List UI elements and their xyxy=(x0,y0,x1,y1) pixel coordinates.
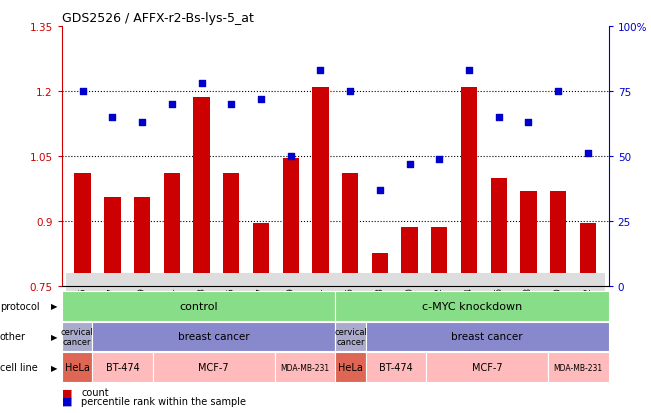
Text: MDA-MB-231: MDA-MB-231 xyxy=(554,363,603,372)
Text: GSM136092: GSM136092 xyxy=(583,286,592,337)
Bar xyxy=(372,254,388,413)
Point xyxy=(493,114,504,121)
Text: cervical
cancer: cervical cancer xyxy=(334,327,367,346)
Text: HeLa: HeLa xyxy=(338,362,363,372)
Text: GSM136080: GSM136080 xyxy=(405,286,414,337)
Bar xyxy=(579,223,596,413)
Text: GSM136084: GSM136084 xyxy=(465,286,473,337)
Text: GSM136089: GSM136089 xyxy=(286,286,295,337)
Point xyxy=(464,68,474,74)
Bar xyxy=(74,174,91,413)
Bar xyxy=(223,174,240,413)
Point xyxy=(434,156,445,162)
Text: GSM136090: GSM136090 xyxy=(553,286,562,337)
Point xyxy=(404,161,415,168)
Text: MDA-MB-231: MDA-MB-231 xyxy=(281,363,329,372)
Text: GSM136097: GSM136097 xyxy=(108,286,117,337)
Text: GSM136087: GSM136087 xyxy=(256,286,266,337)
Text: GSM136081: GSM136081 xyxy=(167,286,176,337)
Text: count: count xyxy=(81,387,109,397)
Point xyxy=(345,88,355,95)
Point xyxy=(77,88,88,95)
Bar xyxy=(134,197,150,413)
Text: cervical
cancer: cervical cancer xyxy=(61,327,94,346)
Text: ▶: ▶ xyxy=(51,332,57,341)
Text: c-MYC knockdown: c-MYC knockdown xyxy=(422,301,522,311)
Point xyxy=(226,101,236,108)
Point xyxy=(137,119,147,126)
Point xyxy=(286,153,296,160)
Text: GSM136083: GSM136083 xyxy=(197,286,206,337)
Text: GSM136082: GSM136082 xyxy=(435,286,444,337)
Bar xyxy=(163,174,180,413)
Bar xyxy=(283,159,299,413)
Point xyxy=(583,151,593,157)
Bar xyxy=(312,88,329,413)
Text: MCF-7: MCF-7 xyxy=(199,362,229,372)
Point xyxy=(197,81,207,87)
Point xyxy=(256,96,266,103)
Bar xyxy=(461,88,477,413)
Bar xyxy=(342,174,358,413)
Bar xyxy=(253,223,269,413)
Bar xyxy=(431,228,447,413)
Text: GSM136088: GSM136088 xyxy=(524,286,533,337)
Text: GSM136096: GSM136096 xyxy=(346,286,355,337)
Text: ■: ■ xyxy=(62,396,72,406)
Text: percentile rank within the sample: percentile rank within the sample xyxy=(81,396,246,406)
Text: breast cancer: breast cancer xyxy=(178,332,249,342)
Text: ▶: ▶ xyxy=(51,301,57,311)
Bar xyxy=(491,178,507,413)
Text: MCF-7: MCF-7 xyxy=(472,362,503,372)
Bar xyxy=(193,98,210,413)
Text: BT-474: BT-474 xyxy=(105,362,139,372)
Text: BT-474: BT-474 xyxy=(379,362,413,372)
Text: HeLa: HeLa xyxy=(64,362,89,372)
Point xyxy=(553,88,563,95)
Point xyxy=(167,101,177,108)
Bar xyxy=(104,197,120,413)
Point xyxy=(315,68,326,74)
Point xyxy=(107,114,118,121)
Point xyxy=(374,187,385,194)
Bar xyxy=(402,228,418,413)
Text: GSM136079: GSM136079 xyxy=(137,286,146,337)
Text: ■: ■ xyxy=(62,387,72,397)
Text: control: control xyxy=(179,301,218,311)
Text: GSM136085: GSM136085 xyxy=(227,286,236,337)
Text: GDS2526 / AFFX-r2-Bs-lys-5_at: GDS2526 / AFFX-r2-Bs-lys-5_at xyxy=(62,12,254,25)
Bar xyxy=(520,191,536,413)
Text: GSM136086: GSM136086 xyxy=(494,286,503,337)
Text: ▶: ▶ xyxy=(51,363,57,372)
Text: GSM136095: GSM136095 xyxy=(78,286,87,337)
Bar xyxy=(550,191,566,413)
Text: cell line: cell line xyxy=(0,362,38,372)
Text: GSM136098: GSM136098 xyxy=(376,286,384,337)
Text: protocol: protocol xyxy=(0,301,40,311)
Point xyxy=(523,119,534,126)
Text: GSM136091: GSM136091 xyxy=(316,286,325,337)
Text: other: other xyxy=(0,332,26,342)
Text: breast cancer: breast cancer xyxy=(451,332,523,342)
